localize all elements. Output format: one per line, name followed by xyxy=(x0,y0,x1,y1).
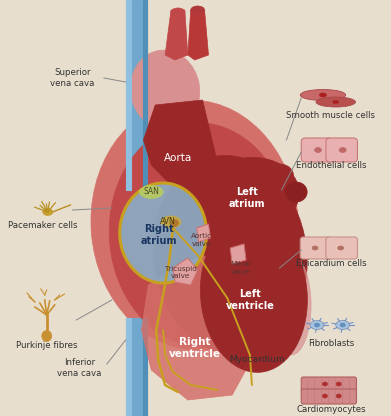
Ellipse shape xyxy=(312,246,318,250)
Polygon shape xyxy=(197,224,210,242)
Polygon shape xyxy=(142,255,257,400)
Ellipse shape xyxy=(266,164,293,186)
Ellipse shape xyxy=(316,97,355,107)
Polygon shape xyxy=(230,244,246,264)
Polygon shape xyxy=(188,10,208,60)
Text: Right
ventricle: Right ventricle xyxy=(169,337,221,359)
Text: Purkinje fibres: Purkinje fibres xyxy=(16,341,77,349)
Text: Right
atrium: Right atrium xyxy=(141,224,178,246)
Ellipse shape xyxy=(201,218,307,372)
Ellipse shape xyxy=(314,148,321,153)
Polygon shape xyxy=(173,258,198,285)
Ellipse shape xyxy=(120,183,206,283)
Bar xyxy=(126,318,147,416)
Ellipse shape xyxy=(323,382,327,386)
Text: Fibroblasts: Fibroblasts xyxy=(308,339,354,347)
FancyBboxPatch shape xyxy=(301,138,333,162)
Polygon shape xyxy=(143,100,221,190)
Text: Inferior
vena cava: Inferior vena cava xyxy=(57,358,102,378)
Ellipse shape xyxy=(333,101,339,104)
Ellipse shape xyxy=(153,156,307,354)
Text: Aortic
valve: Aortic valve xyxy=(191,233,212,247)
Ellipse shape xyxy=(171,8,185,16)
Bar xyxy=(143,318,147,416)
Text: Endothelial cells: Endothelial cells xyxy=(296,161,366,171)
FancyBboxPatch shape xyxy=(326,237,357,259)
Bar xyxy=(126,0,131,190)
Ellipse shape xyxy=(338,246,344,250)
Ellipse shape xyxy=(272,255,311,355)
Ellipse shape xyxy=(336,394,341,398)
Text: Superior
vena cava: Superior vena cava xyxy=(50,68,95,88)
Bar xyxy=(126,318,131,416)
Ellipse shape xyxy=(314,323,319,327)
Text: AVN: AVN xyxy=(160,218,176,226)
FancyBboxPatch shape xyxy=(301,377,357,392)
Polygon shape xyxy=(165,10,188,60)
Text: Epicardium cells: Epicardium cells xyxy=(296,260,366,268)
Ellipse shape xyxy=(339,148,346,153)
Text: Left
ventricle: Left ventricle xyxy=(226,289,274,311)
Text: Left
atrium: Left atrium xyxy=(229,187,265,209)
Text: SAN: SAN xyxy=(143,186,159,196)
Ellipse shape xyxy=(172,220,178,226)
Ellipse shape xyxy=(43,208,53,215)
FancyBboxPatch shape xyxy=(300,237,332,259)
Text: Smooth muscle cells: Smooth muscle cells xyxy=(286,111,375,121)
Bar xyxy=(143,0,147,190)
Ellipse shape xyxy=(91,100,298,350)
Text: Tricuspid
valve: Tricuspid valve xyxy=(165,267,197,280)
Ellipse shape xyxy=(336,382,341,386)
FancyBboxPatch shape xyxy=(326,138,357,162)
Bar xyxy=(126,0,147,190)
Ellipse shape xyxy=(300,89,346,101)
Ellipse shape xyxy=(140,186,163,198)
Ellipse shape xyxy=(323,394,327,398)
Ellipse shape xyxy=(319,93,326,97)
FancyBboxPatch shape xyxy=(301,389,357,404)
Ellipse shape xyxy=(310,320,324,329)
Ellipse shape xyxy=(285,182,307,202)
Ellipse shape xyxy=(336,320,350,329)
Ellipse shape xyxy=(131,50,200,130)
Text: Mitral
valve: Mitral valve xyxy=(230,262,250,275)
Ellipse shape xyxy=(191,6,204,14)
Ellipse shape xyxy=(42,330,52,342)
Ellipse shape xyxy=(201,157,299,233)
Ellipse shape xyxy=(109,123,292,347)
Text: Aorta: Aorta xyxy=(164,153,192,163)
Ellipse shape xyxy=(340,323,345,327)
Ellipse shape xyxy=(161,216,181,228)
Text: Cardiomyocytes: Cardiomyocytes xyxy=(296,406,366,414)
Text: Pacemaker cells: Pacemaker cells xyxy=(8,220,77,230)
Text: Myocardium: Myocardium xyxy=(229,356,285,364)
